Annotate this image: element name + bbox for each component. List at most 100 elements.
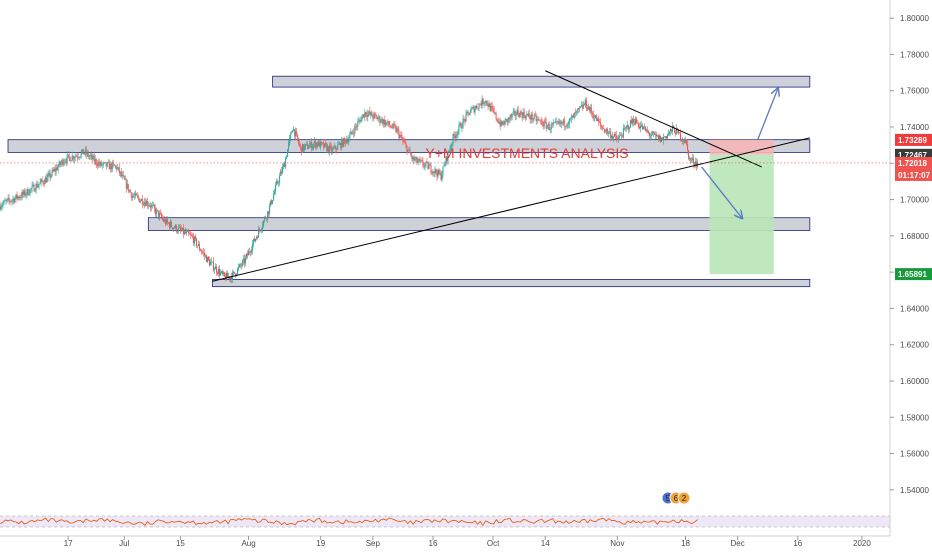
price-tick-label: 1.68000 [900,232,929,241]
candle-body [345,139,347,144]
price-axis[interactable]: 1.800001.780001.760001.740001.720001.700… [890,14,929,495]
candle-body [374,113,376,115]
candle-body [343,138,345,147]
candle-body [62,159,64,165]
candle-body [380,121,382,123]
candle-body [500,121,502,127]
candle-body [498,122,500,123]
candle-body [469,112,471,115]
candle-body [592,114,594,119]
candle-body [683,139,685,142]
candle-body [267,211,269,219]
candle-body [661,137,663,141]
candle-body [492,107,494,110]
candle-body [436,173,438,177]
candle-body [365,111,367,116]
candle-body [295,131,297,137]
candle-body [288,142,290,150]
candle-body [594,115,596,118]
candle-body [675,132,677,135]
candle-body [638,126,640,129]
candle-body [193,236,195,244]
candle-body [10,201,12,202]
candle-body [529,117,531,120]
candle-body [426,161,428,163]
candle-body [620,135,622,137]
candle-body [223,272,225,274]
time-axis[interactable]: 17 Jul 15 Aug 19 Sep 16 Oct 14 Nov 18 Dec 16 2020 [64,536,872,548]
candle-body [443,165,445,167]
candle-body [94,159,96,162]
candle-body [617,137,619,141]
candle-body [663,136,665,138]
candle-body [205,255,207,262]
candle-body [209,262,211,266]
candle-body [468,112,470,115]
candle-body [541,121,543,126]
candle-body [640,125,642,126]
candle-body [303,144,305,151]
candle-body [251,250,253,253]
candle-body [479,103,481,105]
candle-body [158,213,160,218]
candle-body [218,269,220,276]
candle-body [120,171,122,176]
candle-body [84,149,86,154]
candle-body [4,200,6,202]
candle-body [124,179,126,181]
candle-body [523,112,525,117]
candle-body [456,134,458,136]
candle-body [616,138,618,141]
candle-body [341,139,343,149]
price-tick-label: 1.80000 [900,14,929,23]
candle-body [463,118,465,120]
candle-body [118,167,120,174]
candle-body [135,193,137,196]
candle-body [408,149,410,150]
candle-body [239,264,241,267]
candle-body [514,111,516,116]
candle-body [260,229,262,231]
candle-body [289,137,291,143]
candle-body [28,194,30,195]
candle-body [486,100,488,105]
candle-body [609,131,611,138]
candle-body [383,119,385,125]
candle-body [316,143,318,148]
candle-body [342,139,344,147]
candle-body [321,141,323,143]
candle-body [497,120,499,123]
candle-body [195,238,197,247]
candle-body [389,125,391,127]
candle-body [206,257,208,262]
candle-body [496,118,498,121]
candle-body [576,109,578,112]
candle-body [277,181,279,184]
candle-body [577,107,579,110]
candle-body [375,114,377,117]
analysis-annotation: Y+M INVESTMENTS ANALYSIS [425,145,628,161]
candle-body [77,157,79,158]
candle-body [43,183,45,185]
candle-body [442,166,444,175]
candle-body [521,113,523,118]
candle-body [431,172,433,174]
candle-body [401,135,403,139]
candle-body [38,184,40,186]
candle-body [660,137,662,143]
candle-body [33,184,35,192]
candle-body [509,115,511,120]
event-badge[interactable] [677,491,691,505]
candle-body [692,158,694,160]
candle-body [211,261,213,263]
candle-body [156,209,158,211]
candle-body [21,192,23,198]
candle-body [545,121,547,129]
candle-body [8,197,10,201]
candle-body [355,126,357,127]
candle-body [453,133,455,136]
price-tag-background [895,168,932,181]
